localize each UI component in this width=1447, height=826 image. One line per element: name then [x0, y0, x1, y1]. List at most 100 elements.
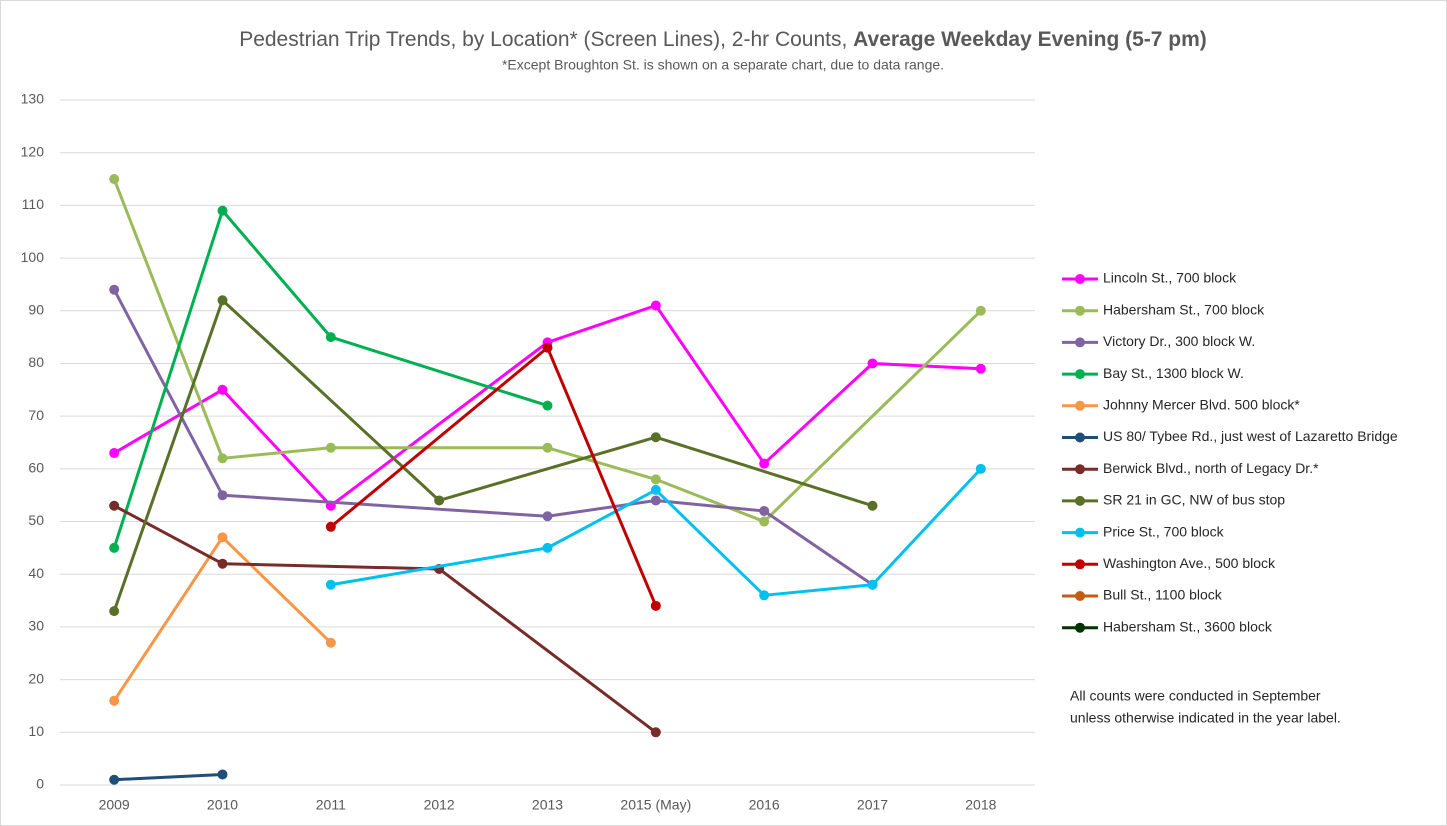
y-tick-label: 70 — [28, 407, 44, 423]
legend-marker — [1075, 432, 1085, 443]
line-segment — [329, 335, 549, 408]
data-point — [867, 579, 878, 590]
line-segment — [762, 309, 983, 524]
x-tick-label: 2009 — [99, 797, 130, 813]
y-tick-label: 100 — [21, 249, 45, 265]
legend-marker — [1075, 400, 1085, 411]
data-point — [217, 205, 228, 216]
data-point — [109, 284, 120, 295]
line-segment — [546, 488, 658, 550]
x-tick-label: 2016 — [749, 797, 780, 813]
data-point — [975, 363, 986, 374]
x-tick-label: 2010 — [207, 797, 238, 813]
line-segment — [762, 361, 874, 466]
line-segment — [112, 209, 224, 550]
legend-label: US 80/ Tybee Rd., just west of Lazaretto… — [1103, 428, 1398, 444]
line-segment — [546, 498, 658, 518]
data-point — [217, 490, 228, 501]
line-segment — [329, 346, 549, 529]
data-point — [975, 463, 986, 474]
data-point — [325, 637, 336, 648]
line-segment — [112, 298, 224, 613]
legend-marker — [1075, 622, 1085, 633]
y-tick-label: 30 — [28, 618, 44, 634]
line-segment — [112, 504, 224, 566]
line-segment — [329, 340, 549, 508]
data-point — [867, 500, 878, 511]
y-tick-label: 40 — [28, 565, 44, 581]
line-segment — [221, 535, 333, 645]
y-tick-label: 90 — [28, 301, 44, 317]
legend-label: Habersham St., 700 block — [1103, 301, 1265, 317]
line-segment — [546, 304, 658, 344]
data-point — [867, 358, 878, 369]
data-point — [650, 432, 661, 443]
legend-marker — [1075, 464, 1085, 475]
data-point — [217, 532, 228, 543]
line-segment — [546, 446, 658, 481]
line-segment — [654, 488, 766, 597]
y-tick-label: 10 — [28, 723, 44, 739]
line-segment — [654, 477, 766, 524]
line-segment — [546, 346, 658, 608]
line-segment — [112, 288, 224, 497]
line-segment — [221, 493, 549, 518]
legend-label: Victory Dr., 300 block W. — [1103, 333, 1255, 349]
line-segment — [654, 498, 766, 513]
y-tick-label: 80 — [28, 354, 44, 370]
data-point — [109, 174, 120, 185]
data-point — [650, 484, 661, 495]
line-segment — [437, 435, 658, 502]
data-point — [542, 442, 553, 453]
title-emphasis: Average Weekday Evening (5-7 pm) — [853, 28, 1207, 51]
x-tick-label: 2017 — [857, 797, 888, 813]
x-tick-label: 2012 — [424, 797, 455, 813]
data-point — [325, 332, 336, 343]
legend-marker — [1075, 369, 1085, 380]
legend-label: SR 21 in GC, NW of bus stop — [1103, 492, 1285, 508]
legend-label: Habersham St., 3600 block — [1103, 618, 1273, 634]
line-segment — [221, 209, 333, 339]
legend-label: Price St., 700 block — [1103, 523, 1225, 539]
legend: Lincoln St., 700 block Habersham St., 700… — [1062, 270, 1398, 634]
legend-label: Johnny Mercer Blvd. 500 block* — [1103, 397, 1300, 413]
chart-title: Pedestrian Trip Trends, by Location* (Sc… — [239, 28, 1207, 51]
x-tick-label: 2011 — [316, 797, 346, 813]
y-tick-label: 130 — [21, 91, 45, 107]
note-line: unless otherwise indicated in the year l… — [1070, 710, 1341, 726]
line-segment — [329, 546, 549, 587]
line-segment — [762, 509, 874, 587]
line-segment — [654, 435, 874, 508]
line-segment — [221, 388, 333, 508]
legend-marker — [1075, 495, 1085, 506]
data-point — [217, 384, 228, 395]
line-segment — [112, 772, 224, 782]
x-tick-label: 2013 — [532, 797, 563, 813]
data-point — [325, 579, 336, 590]
data-point — [759, 590, 770, 601]
x-tick-label: 2015 (May) — [620, 797, 691, 813]
grid: 0 10 20 30 40 50 60 70 80 90 100 110 120 130 2009 2010 2… — [21, 91, 1035, 813]
data-point — [217, 295, 228, 306]
line-segment — [112, 535, 224, 703]
y-tick-label: 120 — [21, 143, 45, 159]
legend-marker — [1075, 274, 1085, 284]
y-tick-label: 60 — [28, 460, 44, 476]
data-point — [542, 342, 553, 353]
y-tick-label: 110 — [22, 196, 45, 212]
legend-label: Berwick Blvd., north of Legacy Dr.* — [1103, 460, 1319, 476]
line-segment — [654, 304, 766, 466]
data-point — [975, 305, 986, 316]
data-point — [542, 542, 553, 553]
data-point — [109, 500, 120, 511]
x-tick-label: 2018 — [965, 797, 996, 813]
legend-marker — [1075, 559, 1085, 570]
y-tick-label: 50 — [28, 512, 44, 528]
line-segment — [112, 388, 224, 455]
line-segment — [871, 361, 983, 371]
data-point — [217, 453, 228, 464]
data-point — [109, 448, 120, 459]
line-segment — [762, 583, 874, 597]
